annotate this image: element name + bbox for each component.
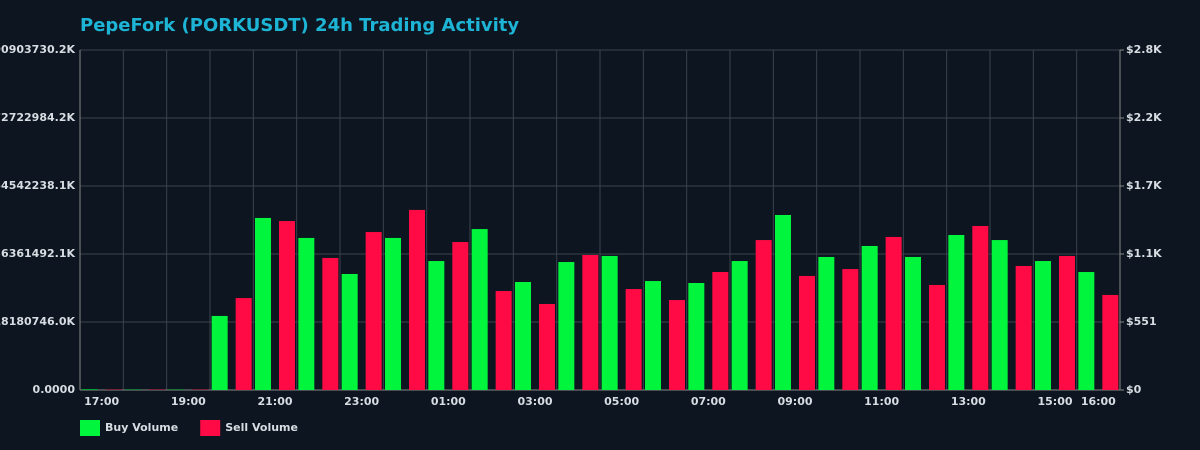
- bar: [948, 234, 965, 390]
- y-tick-label: 54542238.1K: [0, 179, 75, 192]
- bar: [885, 236, 902, 390]
- y-tick-label: 0.0000: [33, 383, 76, 396]
- legend-swatch: [80, 420, 100, 436]
- legend-label: Sell Volume: [225, 421, 298, 434]
- bar: [601, 255, 618, 390]
- bar: [558, 262, 575, 390]
- bar: [991, 240, 1008, 390]
- bar: [235, 298, 252, 390]
- bar: [81, 389, 98, 390]
- bar: [669, 300, 685, 390]
- bar: [905, 256, 921, 390]
- bar: [409, 209, 425, 390]
- bar: [775, 215, 791, 390]
- y2-tick-label: $0: [1126, 383, 1142, 396]
- legend-swatch: [200, 420, 221, 436]
- bar: [322, 257, 339, 390]
- bar: [688, 283, 705, 390]
- bar: [428, 261, 445, 390]
- y-tick-label: 72722984.2K: [0, 111, 75, 124]
- bar: [515, 282, 531, 390]
- bar: [1035, 261, 1051, 390]
- chart-title: PepeFork (PORKUSDT) 24h Trading Activity: [80, 15, 519, 36]
- bar: [1015, 265, 1032, 390]
- y-tick-label: 90903730.2K: [0, 43, 75, 56]
- bar: [1059, 255, 1075, 390]
- y2-tick-label: $1.1K: [1126, 247, 1162, 260]
- x-tick-label: 09:00: [777, 395, 812, 408]
- bar: [842, 269, 859, 390]
- x-tick-label: 16:00: [1081, 395, 1116, 408]
- bar: [645, 281, 661, 390]
- x-tick-label: 05:00: [604, 395, 639, 408]
- bar: [385, 237, 401, 390]
- bar: [495, 291, 512, 390]
- bar: [279, 221, 295, 390]
- x-tick-label: 07:00: [691, 395, 726, 408]
- bar: [929, 284, 945, 390]
- x-tick-label: 03:00: [517, 395, 552, 408]
- legend-label: Buy Volume: [105, 421, 178, 434]
- y-tick-label: 18180746.0K: [0, 315, 75, 328]
- bar: [341, 273, 358, 390]
- x-tick-label: 01:00: [431, 395, 466, 408]
- x-tick-label: 11:00: [864, 395, 899, 408]
- x-tick-label: 13:00: [951, 395, 986, 408]
- bar: [625, 289, 642, 390]
- bar: [712, 272, 729, 390]
- x-tick-label: 23:00: [344, 395, 379, 408]
- bar: [452, 242, 469, 390]
- bar: [582, 254, 599, 390]
- bar: [471, 229, 488, 390]
- y-tick-label: 36361492.1K: [0, 247, 75, 260]
- x-tick-label: 21:00: [257, 395, 292, 408]
- bar: [731, 261, 748, 390]
- bar: [298, 237, 315, 390]
- bar: [539, 303, 555, 390]
- x-tick-label: 15:00: [1037, 395, 1072, 408]
- bar: [1102, 294, 1119, 390]
- bar: [755, 240, 772, 390]
- bar: [972, 225, 989, 390]
- y2-tick-label: $1.7K: [1126, 179, 1162, 192]
- bar: [365, 232, 382, 390]
- x-tick-label: 19:00: [171, 395, 206, 408]
- y2-tick-label: $2.8K: [1126, 43, 1162, 56]
- x-tick-label: 17:00: [84, 395, 119, 408]
- bar: [211, 315, 228, 390]
- bar: [1078, 272, 1095, 390]
- y2-tick-label: $2.2K: [1126, 111, 1162, 124]
- bar: [255, 217, 271, 390]
- bar: [818, 256, 835, 390]
- bar: [861, 245, 878, 390]
- y2-tick-label: $551: [1126, 315, 1157, 328]
- bar: [799, 275, 815, 390]
